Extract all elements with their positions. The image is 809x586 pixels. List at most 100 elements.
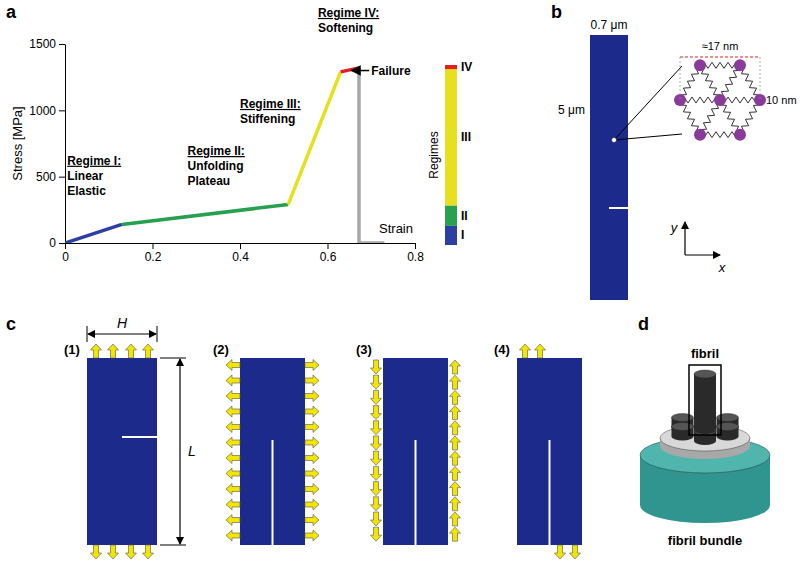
load-arrow: [450, 421, 461, 435]
y-tick-label: 1000: [29, 104, 56, 118]
load-arrow: [450, 360, 461, 374]
y-axis: 0 500 1000 1500: [29, 37, 65, 250]
load-arrow: [371, 527, 382, 541]
legend-swatch: [445, 65, 457, 69]
load-arrow: [126, 545, 137, 559]
fibril-cylinder: [694, 370, 716, 378]
crack: [609, 207, 628, 209]
dimension-guide: [160, 545, 186, 546]
annotation: Failure: [371, 64, 411, 78]
x-tick-mark: [240, 243, 241, 249]
load-arrow: [226, 360, 240, 371]
legend-title: Regimes: [427, 131, 441, 178]
legend: IIIIIIIVRegimes: [427, 60, 472, 245]
annotation-title: Regime IV:: [318, 6, 379, 20]
load-arrow: [371, 421, 382, 435]
series-line: [122, 205, 288, 225]
specimen: [383, 358, 448, 545]
x-tick-mark: [328, 243, 329, 249]
fibril-cylinder: [694, 427, 716, 435]
fibril-cylinder: [671, 423, 693, 431]
bundle: [640, 487, 770, 523]
load-arrow: [450, 512, 461, 526]
specimen: [87, 358, 157, 545]
x-tick-mark: [153, 243, 154, 249]
zoom-line: [614, 66, 682, 140]
bead: [714, 94, 726, 106]
bead: [694, 59, 706, 71]
dimension-label: ≈17 nm: [702, 40, 739, 52]
load-arrow: [305, 422, 319, 433]
fibril-cylinder: [694, 426, 716, 434]
dimension-label: 10 nm: [766, 94, 797, 106]
x-tick-label: 0: [62, 250, 69, 264]
load-arrow: [450, 390, 461, 404]
dimension-label: H: [117, 315, 128, 331]
dimension-line: [179, 359, 180, 544]
crack: [122, 436, 157, 438]
x-tick: 0: [62, 243, 69, 264]
axis-arrow: [685, 254, 720, 255]
dimension-line: [680, 56, 760, 57]
load-arrow: [450, 497, 461, 511]
load-arrow: [226, 391, 240, 402]
y-tick: 0: [49, 236, 65, 250]
dimension-guide: [680, 57, 681, 100]
load-arrow: [535, 344, 546, 358]
legend-label: I: [461, 228, 464, 242]
panel-letter: a: [6, 2, 17, 22]
y-tick: 1500: [29, 37, 65, 51]
crack: [272, 440, 274, 545]
crack: [549, 440, 551, 545]
specimen: [517, 358, 582, 545]
fibril-cylinder: [671, 414, 693, 422]
dimension-label: 5 μm: [558, 103, 585, 117]
load-arrow: [371, 482, 382, 496]
load-arrow: [305, 499, 319, 510]
load-arrow: [226, 453, 240, 464]
x-tick: 0.8: [407, 243, 424, 264]
load-arrow: [126, 344, 137, 358]
chart-panel: 00.20.40.60.8050010001500Stress [MPa]Str…: [10, 6, 424, 264]
load-arrow: [305, 406, 319, 417]
load-arrow: [371, 375, 382, 389]
load-arrow: [371, 360, 382, 374]
y-tick: 500: [36, 170, 65, 184]
load-arrow: [305, 453, 319, 464]
load-arrow: [450, 375, 461, 389]
axis-label: x: [718, 260, 726, 275]
legend-swatch: [445, 69, 457, 205]
load-arrow: [305, 515, 319, 526]
annotation-title: Regime I:: [67, 154, 121, 168]
load-arrow: [450, 451, 461, 465]
load-arrow: [450, 527, 461, 541]
panel-d: fibrilfibril bundle: [640, 346, 770, 548]
load-arrow: [305, 360, 319, 371]
panel-letter: b: [551, 2, 562, 22]
annotation-arrow: [352, 70, 370, 72]
annotation: Plateau: [188, 174, 231, 188]
load-arrow: [143, 344, 154, 358]
load-arrow: [305, 484, 319, 495]
load-arrow: [305, 437, 319, 448]
case-label: (3): [356, 342, 372, 357]
panel-letter: c: [6, 314, 16, 334]
load-arrow: [108, 545, 119, 559]
axis-arrow: [684, 222, 685, 255]
dimension-guide: [87, 326, 88, 342]
y-tick-label: 1500: [29, 37, 56, 51]
load-arrow: [226, 406, 240, 417]
load-arrow: [226, 468, 240, 479]
annotation: Unfolding: [188, 159, 244, 173]
bead: [734, 59, 746, 71]
y-tick-label: 500: [36, 170, 56, 184]
load-arrow: [450, 436, 461, 450]
load-arrow: [226, 375, 240, 386]
x-axis: 00.20.40.60.8: [62, 243, 424, 264]
axis-label: y: [670, 220, 679, 235]
series-line: [288, 72, 341, 205]
panel-c: (1)(2)(3)(4)HL: [64, 315, 582, 559]
fibril-cylinder: [694, 374, 716, 430]
fibril-cylinder: [717, 433, 739, 441]
series-line: [359, 68, 384, 243]
